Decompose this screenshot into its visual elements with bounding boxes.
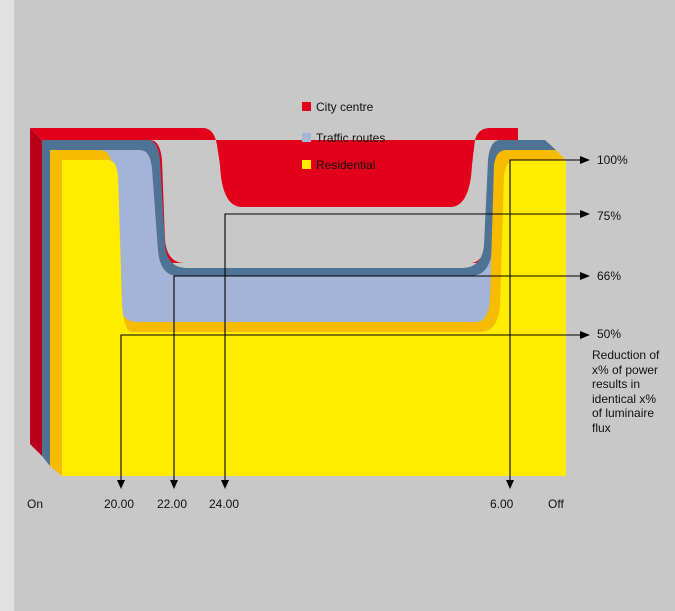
legend-label-city-centre: City centre <box>316 100 374 114</box>
leader-75-to-24 <box>224 213 580 483</box>
level-label-66: 66% <box>597 269 621 283</box>
x-label-off: Off <box>548 497 564 511</box>
residential-band <box>62 160 566 476</box>
left-margin-strip <box>0 0 14 611</box>
leader-50-to-20-right-arrow <box>580 331 590 339</box>
leader-100-to-6-right-arrow <box>580 156 590 164</box>
leader-50-to-20-down-arrow <box>117 480 125 489</box>
residential-side <box>50 150 62 476</box>
legend-swatch-city-centre <box>302 102 311 111</box>
traffic-routes-side <box>42 140 50 466</box>
leader-66-to-22-down-arrow <box>170 480 178 489</box>
level-label-75: 75% <box>597 209 621 223</box>
level-labels: 100% 75% 66% 50% <box>597 153 628 341</box>
reduction-note: Reduction of x% of power results in iden… <box>592 348 660 435</box>
leader-100-to-6 <box>509 159 580 483</box>
level-label-50: 50% <box>597 327 621 341</box>
legend: City centre Traffic routes Residential <box>302 100 385 172</box>
city-centre-band <box>30 128 518 207</box>
chart-bands <box>30 128 566 476</box>
leader-75-to-24-right-arrow <box>580 210 590 218</box>
leader-50-to-20 <box>120 334 580 483</box>
x-axis-labels: On 20.00 22.00 24.00 6.00 Off <box>27 497 564 511</box>
legend-swatch-traffic-routes <box>302 133 311 142</box>
leader-66-to-22-right-arrow <box>580 272 590 280</box>
x-label-2000: 20.00 <box>104 497 134 511</box>
x-label-2200: 22.00 <box>157 497 187 511</box>
traffic-routes-band <box>50 150 556 322</box>
leader-lines <box>117 156 590 489</box>
x-label-600: 6.00 <box>490 497 514 511</box>
x-label-2400: 24.00 <box>209 497 239 511</box>
leader-66-to-22 <box>173 275 580 483</box>
legend-label-traffic-routes: Traffic routes <box>316 131 385 145</box>
level-label-100: 100% <box>597 153 628 167</box>
legend-label-residential: Residential <box>316 158 375 172</box>
x-label-on: On <box>27 497 43 511</box>
legend-swatch-residential <box>302 160 311 169</box>
leader-100-to-6-down-arrow <box>506 480 514 489</box>
leader-75-to-24-down-arrow <box>221 480 229 489</box>
city-centre-side <box>30 128 42 456</box>
